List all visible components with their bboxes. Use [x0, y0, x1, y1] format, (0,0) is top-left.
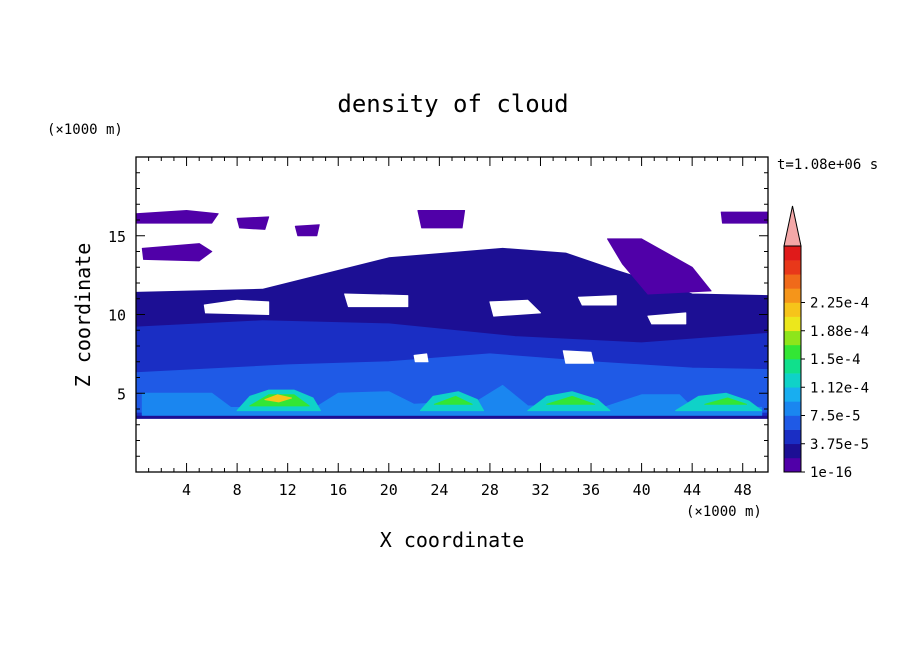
density-region: [546, 395, 596, 405]
colorbar-label: 7.5e-5: [810, 409, 861, 425]
y-tick-label: 5: [117, 385, 126, 403]
x-tick-label: 20: [380, 481, 398, 499]
clear-air-gap: [562, 350, 595, 364]
density-region: [433, 395, 473, 405]
colorbar-swatch: [784, 330, 801, 346]
colorbar-swatch: [784, 302, 801, 317]
colorbar-swatch: [784, 316, 801, 332]
colorbar-swatch: [784, 288, 801, 303]
density-region: [236, 216, 270, 230]
plot-area: [136, 210, 768, 426]
x-tick-label: 16: [329, 481, 347, 499]
x-tick-label: 36: [582, 481, 600, 499]
clear-air-gap: [413, 353, 429, 363]
x-tick-label: 4: [182, 481, 191, 499]
clear-air-gap: [577, 295, 617, 306]
colorbar-swatch: [784, 429, 801, 445]
chart-title: density of cloud: [337, 90, 568, 118]
colorbar-label: 1.5e-4: [810, 352, 861, 368]
colorbar-extend-arrow: [783, 205, 802, 247]
density-region: [607, 238, 712, 295]
colorbar-swatch: [784, 415, 801, 430]
x-axis: 4 8 12 16 20 24 28 32 36 40 44 48: [148, 157, 756, 499]
x-tick-label: 12: [279, 481, 297, 499]
colorbar-label: 1.88e-4: [810, 324, 869, 340]
density-region: [294, 224, 320, 237]
x-tick-label: 24: [430, 481, 448, 499]
colorbar-swatch: [784, 387, 801, 402]
x-tick-label: 44: [683, 481, 701, 499]
colorbar-swatch: [784, 260, 801, 275]
colorbar-swatch: [784, 457, 801, 473]
colorbar-label: 1.12e-4: [810, 380, 869, 396]
density-region: [704, 397, 747, 405]
y-axis: 5 10 15: [108, 172, 768, 457]
colorbar-swatch: [784, 274, 801, 289]
x-tick-label: 48: [734, 481, 752, 499]
y-axis-label: Z coordinate: [71, 243, 95, 388]
y-tick-label: 15: [108, 228, 126, 246]
colorbar-swatch: [784, 443, 801, 459]
clear-air-gap: [136, 419, 768, 426]
time-label: t=1.08e+06 s: [777, 157, 878, 173]
colorbar-label: 1e-16: [810, 465, 852, 481]
x-tick-label: 40: [633, 481, 651, 499]
clear-air-gap: [344, 293, 409, 308]
density-region: [417, 210, 466, 229]
colorbar: 1e-16 3.75e-5 7.5e-5 1.12e-4 1.5e-4 1.88e-4 2.…: [783, 205, 869, 481]
colorbar-swatch: [784, 359, 801, 374]
colorbar-swatch: [784, 344, 801, 360]
x-tick-label: 32: [531, 481, 549, 499]
density-region: [136, 210, 219, 224]
x-axis-unit: (×1000 m): [686, 504, 762, 520]
colorbar-swatch: [784, 373, 801, 388]
y-axis-unit: (×1000 m): [47, 122, 123, 138]
colorbar-swatch: [784, 401, 801, 416]
x-axis-label: X coordinate: [380, 528, 525, 552]
colorbar-swatch: [784, 246, 801, 261]
clear-air-gap: [647, 312, 687, 325]
density-region: [141, 243, 213, 262]
x-tick-label: 28: [481, 481, 499, 499]
clear-air-gap: [489, 299, 541, 317]
y-tick-label: 10: [108, 307, 126, 325]
colorbar-label: 3.75e-5: [810, 437, 869, 453]
clear-air-gap: [203, 299, 270, 315]
colorbar-label: 2.25e-4: [810, 296, 869, 312]
density-region: [720, 211, 768, 224]
density-region: [264, 394, 292, 403]
x-tick-label: 8: [233, 481, 242, 499]
